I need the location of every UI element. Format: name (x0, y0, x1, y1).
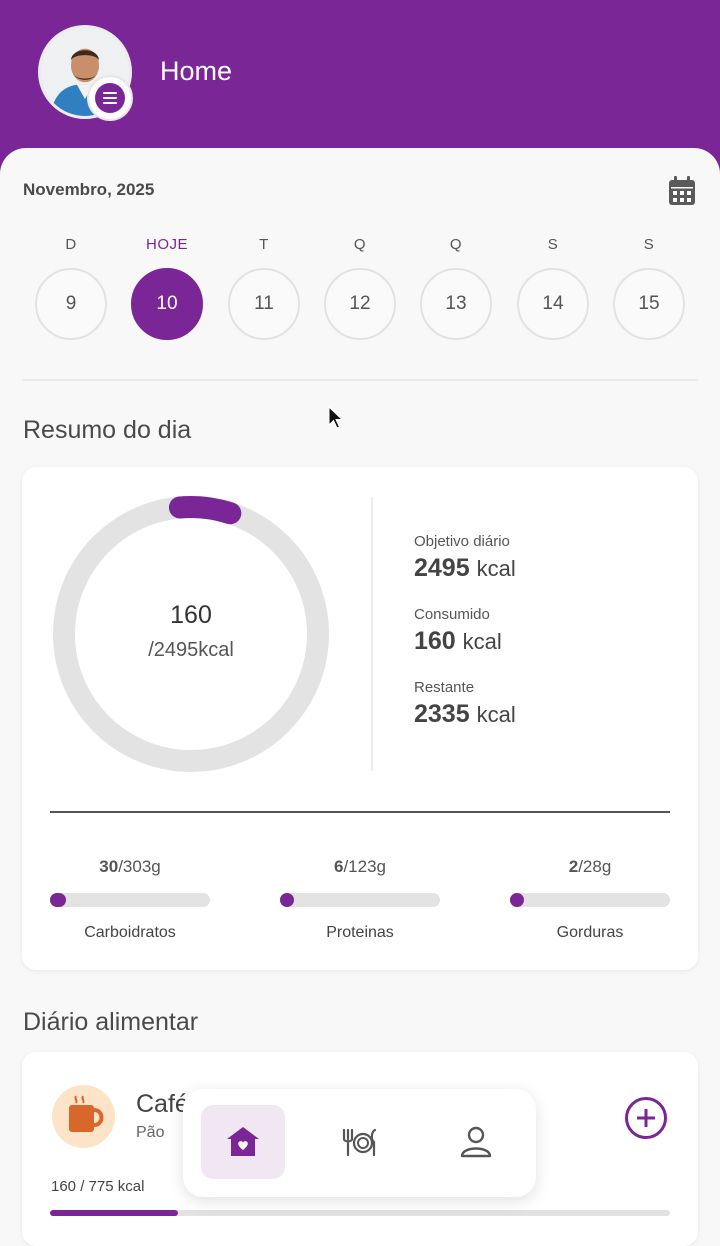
day-number: 14 (517, 268, 589, 340)
day-number: 13 (420, 268, 492, 340)
calendar-icon[interactable] (668, 176, 696, 206)
consumed-label: Consumido (414, 606, 490, 623)
divider (22, 379, 698, 381)
mug-icon (52, 1085, 115, 1148)
remaining-unit: kcal (476, 702, 516, 727)
day-number: 10 (131, 268, 203, 340)
divider (371, 497, 373, 771)
menu-icon (95, 83, 125, 113)
avatar[interactable] (38, 25, 132, 119)
divider (50, 811, 670, 813)
food-icon (342, 1128, 377, 1157)
add-food-button[interactable] (625, 1097, 667, 1139)
ring-value: 160 (170, 601, 212, 629)
macro-name: Carboidratos (84, 924, 176, 941)
day-item[interactable]: S 15 (613, 234, 685, 340)
macro-target: /303g (118, 857, 161, 876)
consumed-unit: kcal (462, 629, 502, 654)
day-item[interactable]: T 11 (228, 234, 300, 340)
day-label: S (643, 236, 655, 253)
macro-name: Proteinas (326, 924, 394, 941)
macro-carbs: 30/303g Carboidratos (50, 857, 210, 942)
day-label: HOJE (145, 236, 188, 253)
goal-label: Objetivo diário (414, 533, 510, 550)
nav-food[interactable] (317, 1105, 401, 1179)
day-label: S (547, 236, 559, 253)
mouse-cursor-icon (328, 406, 344, 429)
diary-title: Diário alimentar (23, 1008, 199, 1036)
ring-total: /2495kcal (148, 639, 234, 661)
macro-name: Gorduras (556, 924, 624, 941)
calorie-ring-fill (53, 496, 329, 772)
day-item-today[interactable]: HOJE 10 (131, 234, 203, 340)
avatar-photo (41, 28, 129, 116)
macro-protein: 6/123g Proteinas (280, 857, 440, 942)
calorie-ring (53, 496, 329, 772)
page-title: Home (160, 56, 233, 86)
goal-value: 2495 (414, 554, 470, 582)
meal-progress-bar (50, 1210, 670, 1216)
day-label: Q (353, 236, 367, 253)
macro-bar-fill (510, 893, 524, 907)
profile-icon (460, 1126, 492, 1158)
summary-title: Resumo do dia (23, 416, 192, 444)
remaining-stat: Restante 2335 kcal (414, 679, 516, 729)
day-number: 9 (35, 268, 107, 340)
meal-kcal: 160 / 775 kcal (51, 1178, 145, 1195)
nav-profile[interactable] (434, 1105, 518, 1179)
consumed-stat: Consumido 160 kcal (414, 606, 502, 656)
meal-items: Pão (136, 1124, 165, 1141)
day-item[interactable]: S 14 (517, 234, 589, 340)
day-item[interactable]: Q 12 (324, 234, 396, 340)
macro-bar (50, 893, 210, 907)
nav-home[interactable] (201, 1105, 285, 1179)
day-number: 12 (324, 268, 396, 340)
home-icon (227, 1127, 259, 1156)
macro-value: 2 (568, 857, 579, 876)
meal-progress-fill (50, 1210, 178, 1216)
macro-target: /28g (578, 857, 612, 876)
day-label: T (259, 236, 269, 253)
macro-bar-fill (280, 893, 294, 907)
month-label: Novembro, 2025 (23, 180, 155, 199)
app-header: Home (0, 0, 720, 160)
macro-fat: 2/28g Gorduras (510, 857, 670, 942)
day-label: Q (449, 236, 463, 253)
macro-target: /123g (343, 857, 386, 876)
remaining-value: 2335 (414, 700, 470, 728)
day-item[interactable]: Q 13 (420, 234, 492, 340)
day-number: 11 (228, 268, 300, 340)
day-number: 15 (613, 268, 685, 340)
macro-bar (510, 893, 670, 907)
remaining-label: Restante (414, 679, 475, 696)
goal-unit: kcal (476, 556, 516, 581)
macro-bar-fill (50, 893, 66, 907)
consumed-value: 160 (414, 627, 456, 655)
add-icon (637, 1109, 655, 1127)
macro-value: 30 (99, 857, 119, 876)
day-label: D (65, 236, 77, 253)
bottom-nav (183, 1089, 536, 1197)
goal-stat: Objetivo diário 2495 kcal (414, 533, 516, 583)
menu-button[interactable] (87, 75, 133, 121)
meal-name: Café (136, 1090, 189, 1118)
summary-card: 160 /2495kcal Objetivo diário 2495 kcal … (22, 467, 698, 970)
macro-value: 6 (333, 857, 344, 876)
macro-bar (280, 893, 440, 907)
